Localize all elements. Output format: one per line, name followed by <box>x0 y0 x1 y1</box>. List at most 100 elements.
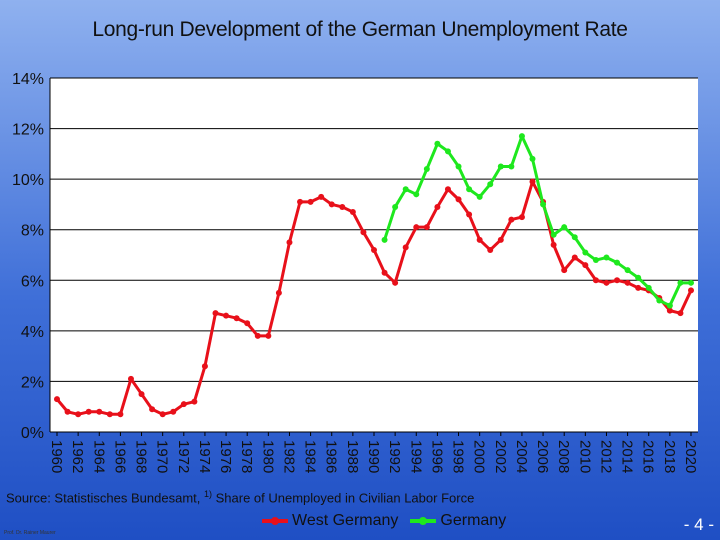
y-tick-label: 8% <box>21 223 44 240</box>
x-tick-label: 1998 <box>450 440 467 473</box>
data-point-germany <box>582 249 589 256</box>
data-point-germany <box>444 148 451 155</box>
x-tick-label: 2020 <box>682 440 699 473</box>
data-point-germany <box>455 163 462 170</box>
data-point-west-germany <box>339 203 346 210</box>
data-point-west-germany <box>666 307 673 314</box>
x-tick-label: 1994 <box>407 440 424 473</box>
data-point-west-germany <box>223 312 230 319</box>
x-tick-label: 2012 <box>597 440 614 473</box>
data-point-germany <box>656 297 663 304</box>
data-point-west-germany <box>328 201 335 208</box>
data-point-west-germany <box>117 411 124 418</box>
data-point-west-germany <box>275 289 282 296</box>
data-point-west-germany <box>307 198 314 205</box>
data-point-west-germany <box>402 244 409 251</box>
source-definition: Share of Unemployed in Civilian Labor Fo… <box>212 490 475 506</box>
x-tick-label: 1962 <box>69 440 86 473</box>
x-tick-label: 2008 <box>555 440 572 473</box>
data-point-germany <box>540 201 547 208</box>
x-tick-label: 2014 <box>619 440 636 473</box>
data-point-west-germany <box>614 277 621 284</box>
x-tick-label: 1966 <box>111 440 128 473</box>
data-point-germany <box>614 259 621 266</box>
series-layer <box>54 133 694 418</box>
legend-label-germany: Germany <box>440 512 507 529</box>
data-point-west-germany <box>75 411 82 418</box>
data-point-west-germany <box>106 411 113 418</box>
data-point-germany <box>645 284 652 291</box>
x-tick-label: 1978 <box>238 440 255 473</box>
x-tick-label: 1982 <box>280 440 297 473</box>
data-point-west-germany <box>582 262 589 269</box>
data-point-west-germany <box>297 198 304 205</box>
data-point-west-germany <box>392 279 399 286</box>
x-tick-label: 2016 <box>640 440 657 473</box>
data-point-west-germany <box>466 211 473 218</box>
y-axis: 0% 2% 4% 6% 8% 10% 12% 14% <box>12 71 51 442</box>
data-point-west-germany <box>444 186 451 193</box>
data-point-west-germany <box>244 320 251 327</box>
legend-item-west-germany: West Germany <box>262 512 398 530</box>
data-point-germany <box>423 166 430 173</box>
source-note: Source: Statistisches Bundesamt, 1) Shar… <box>6 489 474 505</box>
y-tick-label: 14% <box>12 71 44 88</box>
data-point-west-germany <box>54 396 60 403</box>
x-tick-label: 1992 <box>386 440 403 473</box>
data-point-west-germany <box>360 229 367 236</box>
data-point-germany <box>508 163 515 170</box>
data-point-west-germany <box>170 408 177 415</box>
x-axis: 1960 1962 1964 1966 1968 1970 1972 1974 1976 1978… <box>48 432 699 473</box>
data-point-germany <box>381 236 388 243</box>
y-tick-label: 12% <box>12 122 44 139</box>
data-point-west-germany <box>96 408 103 415</box>
data-point-germany <box>466 186 473 193</box>
data-point-west-germany <box>349 209 356 216</box>
legend-swatch-west-germany <box>262 517 288 525</box>
data-point-west-germany <box>191 398 198 405</box>
data-point-west-germany <box>571 254 578 261</box>
data-point-west-germany <box>603 279 610 286</box>
legend-label-west-germany: West Germany <box>292 512 399 529</box>
chart-title: Long-run Development of the German Unemp… <box>92 18 628 41</box>
data-point-germany <box>603 254 610 261</box>
data-point-west-germany <box>159 411 166 418</box>
data-point-west-germany <box>265 332 272 339</box>
data-point-west-germany <box>561 267 568 274</box>
data-point-germany <box>635 274 642 281</box>
x-tick-label: 1972 <box>175 440 192 473</box>
legend-item-germany: Germany <box>410 512 506 530</box>
x-tick-label: 1974 <box>196 440 213 473</box>
data-point-west-germany <box>592 277 599 284</box>
data-point-germany <box>413 191 420 198</box>
data-point-west-germany <box>434 203 441 210</box>
data-point-west-germany <box>127 375 134 382</box>
x-tick-label: 2010 <box>576 440 593 473</box>
data-point-west-germany <box>64 408 71 415</box>
data-point-germany <box>677 279 684 286</box>
data-point-germany <box>688 279 694 286</box>
footnote-mark: 1) <box>203 489 212 499</box>
x-tick-label: 2006 <box>534 440 551 473</box>
data-point-germany <box>561 224 568 231</box>
data-point-west-germany <box>233 315 240 322</box>
x-tick-label: 1986 <box>323 440 340 473</box>
data-point-west-germany <box>624 279 631 286</box>
data-point-germany <box>392 203 399 210</box>
data-point-west-germany <box>138 391 145 398</box>
data-point-west-germany <box>149 406 156 413</box>
data-point-germany <box>497 163 504 170</box>
data-point-west-germany <box>635 284 642 291</box>
x-tick-label: 1968 <box>133 440 150 473</box>
data-point-west-germany <box>381 269 388 276</box>
legend: West Germany Germany <box>262 512 518 530</box>
x-tick-label: 1996 <box>428 440 445 473</box>
x-tick-label: 1980 <box>259 440 276 473</box>
data-point-germany <box>666 302 673 309</box>
y-tick-label: 10% <box>12 172 44 189</box>
legend-swatch-germany <box>410 517 437 525</box>
data-point-germany <box>518 133 525 140</box>
data-point-west-germany <box>85 408 92 415</box>
